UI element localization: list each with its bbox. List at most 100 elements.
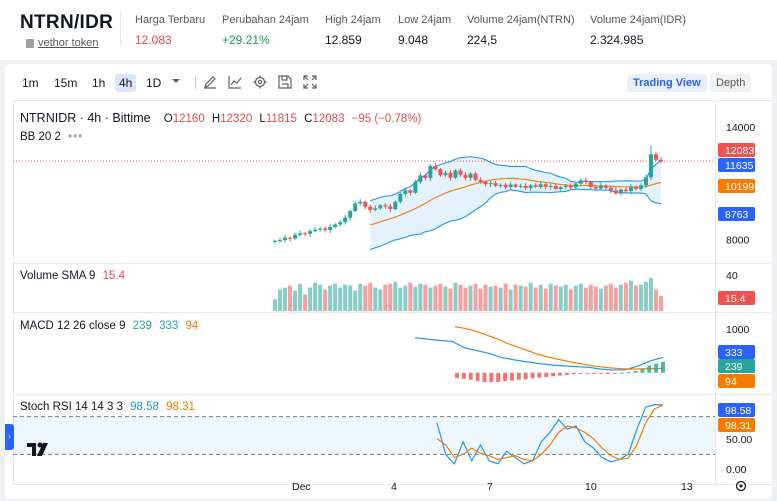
volume-bar	[303, 294, 308, 311]
candle-body	[338, 222, 343, 225]
expand-icon[interactable]	[303, 75, 317, 89]
price-badge-upper-bg	[718, 158, 755, 172]
candle-body	[588, 181, 593, 188]
token-link[interactable]: vethor token	[26, 37, 99, 49]
chevron-down-icon[interactable]	[169, 75, 183, 89]
candle-body	[593, 187, 598, 189]
toolbar-divider	[195, 77, 196, 89]
macd-tick: 1000	[726, 324, 750, 336]
macd-hist-bar	[654, 363, 659, 373]
candle-body	[618, 189, 623, 194]
candle-body	[603, 185, 608, 188]
price-badge-lower-bg	[718, 207, 755, 221]
candle-body	[333, 224, 338, 228]
candle-body	[548, 185, 553, 187]
chart-settings-icon[interactable]	[735, 480, 747, 492]
bollinger-bands	[370, 156, 662, 251]
pencil-icon[interactable]	[203, 75, 217, 89]
bollinger-basis	[370, 177, 662, 226]
ohlc-high-label: H	[211, 113, 221, 125]
macd-hist-bar	[551, 372, 556, 377]
volume-bar	[473, 283, 478, 311]
candle-body	[468, 173, 473, 178]
macd-hist-bar	[585, 372, 590, 374]
stat-label: Volume 24jam(NTRN)	[467, 14, 575, 26]
volume-bar	[498, 287, 503, 311]
volume-bar	[348, 285, 353, 311]
depth-button[interactable]: Depth	[710, 74, 752, 92]
volume-bar	[563, 284, 568, 311]
macd-hist-bar	[503, 372, 508, 382]
volume-bar	[508, 289, 513, 311]
ohlc-close: 12083	[312, 113, 345, 125]
candle-body	[448, 172, 453, 178]
stoch-d-line	[436, 404, 664, 462]
stat-value: 9.048	[398, 33, 429, 47]
candle-body	[458, 170, 463, 175]
timeframe-1h[interactable]: 1h	[92, 76, 106, 90]
macd-line	[414, 337, 664, 371]
candle-body	[578, 180, 583, 184]
macd-hist-badge-bg	[718, 359, 755, 373]
stoch-d-badge-bg	[718, 418, 755, 432]
ohlc-low-label: L	[259, 113, 266, 125]
volume-bar	[378, 289, 383, 311]
candlesticks	[273, 145, 663, 244]
timeframe-15m[interactable]: 15m	[54, 76, 78, 90]
gear-icon[interactable]	[253, 75, 267, 89]
volume-bar	[273, 299, 277, 311]
chart-canvas[interactable]: 14000 8000 12083 11635 10199 8763 40 15.4 1000 33…	[5, 64, 772, 499]
expand-sidebar-icon[interactable]: ›	[5, 424, 14, 450]
candle-body	[293, 234, 298, 239]
macd-hist-bar	[558, 372, 562, 376]
chart-card: 1m 15m 1h 4h 1D Trading View Depth	[5, 64, 772, 499]
pair-title: NTRN/IDR	[20, 12, 114, 33]
trading-view-button[interactable]: Trading View	[627, 74, 707, 92]
line-chart-icon[interactable]	[228, 75, 242, 89]
stat-low-24h: Low 24jam 9.048	[398, 14, 451, 47]
volume-bar	[428, 287, 433, 311]
time-label: 7	[487, 481, 493, 493]
save-icon[interactable]	[278, 75, 292, 89]
symbol-label: NTRNIDR · 4h · Bittime	[20, 111, 151, 125]
stat-value: 2.324.985	[590, 33, 644, 47]
candle-body	[318, 228, 323, 230]
macd-hist-bar	[489, 372, 494, 383]
time-label: Dec	[292, 481, 311, 493]
volume-bar	[653, 289, 658, 311]
stoch-d-badge: 98.31	[725, 420, 751, 432]
volume-bar	[433, 285, 438, 311]
timeframe-1m[interactable]: 1m	[22, 76, 39, 90]
stat-value: +29.21%	[222, 33, 270, 47]
timeframe-1d[interactable]: 1D	[146, 76, 162, 90]
ohlc-high: 12320	[220, 113, 253, 125]
candle-body	[543, 184, 548, 187]
macd-legend: MACD 12 26 close 9 239 333 94	[20, 320, 198, 332]
volume-bar	[278, 289, 283, 311]
volume-bar	[393, 281, 398, 311]
volume-badge: 15.4	[725, 293, 746, 305]
candle-body	[278, 239, 283, 241]
price-tick: 8000	[726, 234, 750, 246]
volume-bar	[468, 285, 473, 311]
volume-bar	[313, 282, 318, 311]
token-link-label: vethor token	[38, 37, 99, 49]
volume-bar	[628, 280, 633, 311]
candle-body	[443, 172, 448, 176]
volume-label: Volume SMA 9	[20, 270, 96, 282]
volume-tick: 40	[726, 270, 738, 282]
macd-badge-bg	[718, 345, 755, 359]
volume-bar	[608, 283, 613, 311]
more-options-icon[interactable]: •••	[68, 131, 84, 143]
volume-bar	[308, 287, 313, 311]
candle-body	[423, 175, 428, 179]
timeframe-4h[interactable]: 4h	[115, 74, 137, 92]
candle-body	[378, 205, 383, 209]
stoch-rsi-plot	[13, 404, 715, 465]
volume-bar	[493, 285, 498, 311]
macd-signal-value: 94	[185, 320, 199, 332]
time-label: 4	[391, 481, 397, 493]
macd-signal-badge-bg	[718, 374, 755, 388]
volume-bar	[458, 284, 463, 311]
stoch-tick: 50.00	[726, 434, 752, 446]
